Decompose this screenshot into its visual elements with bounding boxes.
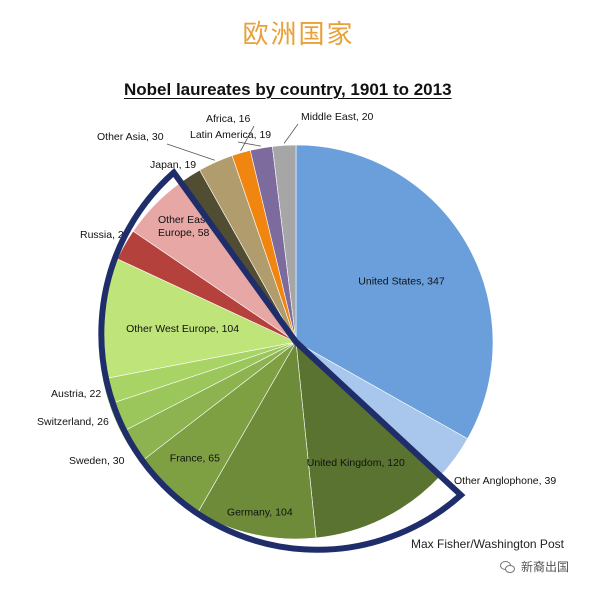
europe-highlight-outline — [98, 168, 466, 553]
pie-slices — [98, 144, 494, 540]
slice-label-latin-america: Latin America, 19 — [190, 129, 271, 141]
slice-labels: United States, 347 Other Anglophone, 39 Un… — [37, 111, 556, 519]
slice-label-other-west-europe: Other West Europe, 104 — [126, 323, 239, 335]
slice-middle-east — [272, 144, 297, 343]
slice-label-other-anglophone: Other Anglophone, 39 — [454, 475, 556, 487]
slice-label-united-states: United States, 347 — [358, 275, 445, 287]
slice-label-germany: Germany, 104 — [227, 507, 293, 519]
slice-label-france: France, 65 — [170, 453, 220, 465]
slice-label-united-kingdom: United Kingdom, 120 — [307, 457, 405, 469]
chart-title: Nobel laureates by country, 1901 to 2013 — [124, 80, 452, 99]
slice-label-russia: Russia, 27 — [80, 229, 130, 241]
slice-united-states — [295, 144, 494, 440]
slice-label-africa: Africa, 16 — [206, 113, 251, 125]
chart-credit: Max Fisher/Washington Post — [411, 537, 564, 551]
leader-middle-east — [283, 123, 299, 144]
slice-label-other-east-europe: Other East Europe, 58 — [158, 214, 210, 239]
page-header: 欧洲国家 — [242, 20, 355, 50]
watermark-text: 新裔出国 — [521, 560, 570, 574]
leader-lines — [166, 123, 299, 161]
slice-label-middle-east: Middle East, 20 — [301, 111, 374, 123]
wechat-icon — [500, 560, 516, 573]
slice-label-switzerland: Switzerland, 26 — [37, 416, 109, 428]
slice-label-other-asia: Other Asia, 30 — [97, 131, 164, 143]
slice-label-sweden: Sweden, 30 — [69, 455, 125, 467]
leader-latin-america — [237, 141, 261, 147]
slice-united-kingdom — [295, 341, 441, 539]
slice-label-austria: Austria, 22 — [51, 388, 101, 400]
leader-africa — [240, 125, 255, 152]
watermark: 新裔出国 — [500, 558, 569, 575]
slice-label-japan: Japan, 19 — [150, 159, 196, 171]
leader-other-asia — [166, 143, 215, 161]
